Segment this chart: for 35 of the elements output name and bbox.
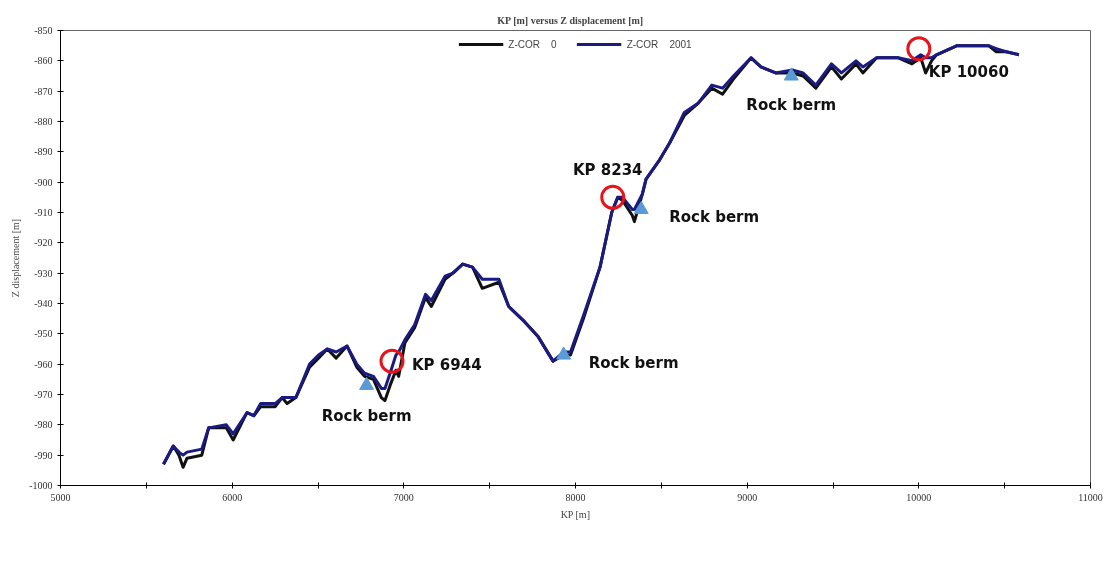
annotation: Rock berm bbox=[588, 354, 679, 373]
x-tick-label: 7000 bbox=[393, 491, 414, 503]
annotation: KP 8234 bbox=[572, 161, 643, 180]
y-tick-label: -900 bbox=[34, 176, 53, 188]
x-tick-label: 8000 bbox=[565, 491, 586, 503]
x-tick-label: 11000 bbox=[1078, 491, 1103, 503]
y-tick-label: -940 bbox=[34, 298, 53, 309]
annotation: Rock berm bbox=[669, 208, 760, 227]
y-tick-label: -990 bbox=[34, 449, 53, 461]
y-tick-label: -980 bbox=[34, 419, 53, 431]
annotation: KP 6944 bbox=[411, 356, 482, 375]
x-tick-label: 10000 bbox=[906, 491, 932, 503]
annotation: KP 10060 bbox=[928, 62, 1009, 81]
y-tick-label: -880 bbox=[34, 116, 53, 127]
y-tick-label: -950 bbox=[34, 328, 53, 340]
y-tick-label: -860 bbox=[34, 55, 53, 67]
x-axis-title: KP [m] bbox=[560, 508, 590, 520]
y-tick-label: -890 bbox=[34, 146, 53, 158]
legend-label: Z-COR 2001 bbox=[626, 38, 692, 50]
y-axis-title: Z displacement [m] bbox=[10, 218, 22, 298]
y-tick-label: -850 bbox=[34, 25, 53, 36]
x-tick-label: 6000 bbox=[222, 491, 243, 503]
y-tick-label: -870 bbox=[34, 85, 53, 97]
chart-title: KP [m] versus Z displacement [m] bbox=[497, 14, 644, 26]
y-tick-label: -930 bbox=[34, 267, 53, 279]
annotation: Rock berm bbox=[321, 407, 412, 426]
y-tick-label: -920 bbox=[34, 237, 53, 249]
y-tick-label: -910 bbox=[34, 207, 53, 218]
x-tick-label: 9000 bbox=[737, 491, 758, 503]
y-tick-label: -960 bbox=[34, 358, 53, 370]
y-tick-label: -1000 bbox=[29, 480, 53, 491]
y-tick-label: -970 bbox=[34, 389, 53, 400]
x-tick-label: 5000 bbox=[50, 491, 71, 503]
legend-label: Z-COR 0 bbox=[508, 38, 557, 50]
annotation: Rock berm bbox=[746, 96, 837, 114]
